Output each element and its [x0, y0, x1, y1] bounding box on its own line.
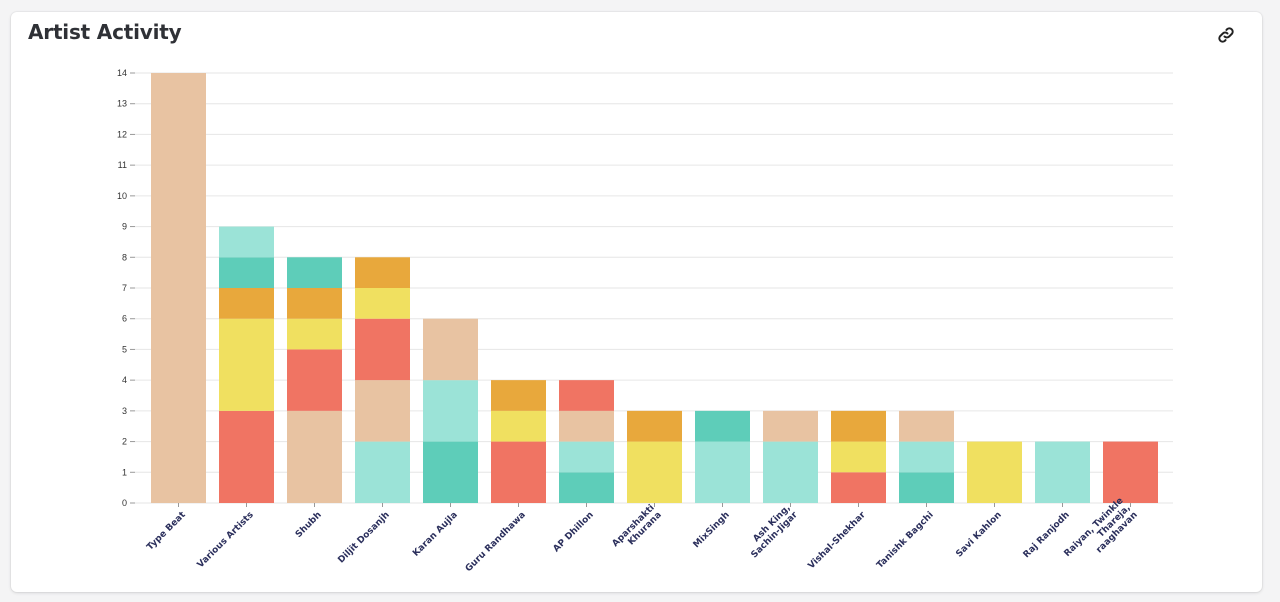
bar-segment[interactable] — [491, 441, 546, 503]
y-tick-label: 10 — [117, 191, 127, 201]
x-tick-label: Guru Randhawa — [464, 510, 528, 574]
x-tick-label-line: Type Beat — [145, 510, 188, 553]
x-tick-label: Karan Aujla — [411, 510, 460, 559]
bar-segment[interactable] — [287, 318, 342, 350]
bar-segment[interactable] — [559, 472, 614, 503]
bar-segment[interactable] — [1103, 441, 1158, 503]
bar-segment[interactable] — [219, 410, 274, 503]
bar-segment[interactable] — [287, 349, 342, 411]
bar-segment[interactable] — [559, 410, 614, 442]
bar-segment[interactable] — [627, 410, 682, 442]
y-tick-label: 12 — [117, 129, 127, 139]
bar-segment[interactable] — [423, 318, 478, 381]
y-tick-label: 7 — [122, 283, 127, 293]
bar-segment[interactable] — [763, 441, 818, 503]
x-tick-label: Shubh — [294, 510, 324, 540]
bar-segment[interactable] — [967, 441, 1022, 503]
x-tick-label-line: Guru Randhawa — [464, 510, 528, 574]
bar-segment[interactable] — [899, 441, 954, 473]
x-tick-label-line: Karan Aujla — [411, 510, 460, 559]
x-tick-label: Type Beat — [145, 510, 188, 553]
y-tick-label: 5 — [122, 344, 127, 354]
bar-segment[interactable] — [287, 410, 342, 503]
y-tick-label: 9 — [122, 222, 127, 232]
bar-segment[interactable] — [491, 380, 546, 411]
x-tick-label-line: MixSingh — [692, 510, 732, 550]
card-title: Artist Activity — [28, 20, 182, 44]
bar-segment[interactable] — [355, 380, 410, 442]
bar-segment[interactable] — [627, 441, 682, 503]
bar-segment[interactable] — [287, 257, 342, 288]
link-icon — [1218, 27, 1234, 43]
bar-segment[interactable] — [219, 257, 274, 288]
bar-segment[interactable] — [763, 410, 818, 442]
y-tick-label: 2 — [122, 437, 127, 447]
bar-segment[interactable] — [287, 288, 342, 319]
bar-segment[interactable] — [423, 380, 478, 442]
y-tick-label: 11 — [118, 160, 127, 170]
x-tick-label: Raiyan, TwinkleThareja,raaghavan — [1063, 496, 1140, 573]
x-tick-label-line: AP Dhillon — [552, 510, 596, 554]
x-tick-label: AparshaktiKhurana — [611, 503, 664, 556]
bar-segment[interactable] — [355, 257, 410, 288]
bar-segment[interactable] — [355, 318, 410, 381]
y-tick-label: 4 — [122, 375, 127, 385]
bar-segment[interactable] — [151, 73, 206, 503]
x-tick-label: AP Dhillon — [552, 510, 596, 554]
bar-segment[interactable] — [491, 410, 546, 442]
bar-segment[interactable] — [831, 410, 886, 442]
bar-segment[interactable] — [899, 472, 954, 503]
x-tick-label-line: Tanishk Bagchi — [875, 510, 936, 571]
y-tick-label: 1 — [122, 467, 127, 477]
x-tick-label: Various Artists — [196, 510, 256, 570]
x-tick-label-line: Diljit Dosanjh — [336, 510, 391, 565]
bar-segment[interactable] — [423, 441, 478, 503]
x-tick-label: Ash King,Sachin-Jigar — [743, 503, 801, 561]
bar-segment[interactable] — [899, 410, 954, 442]
bar-segment[interactable] — [695, 410, 750, 442]
y-tick-label: 3 — [122, 406, 127, 416]
bar-segment[interactable] — [355, 441, 410, 503]
x-tick-label: Diljit Dosanjh — [336, 510, 391, 565]
x-tick-label: Tanishk Bagchi — [875, 510, 936, 571]
x-tick-label-line: Shubh — [294, 510, 324, 540]
y-tick-label: 0 — [122, 498, 127, 508]
y-tick-label: 8 — [122, 252, 127, 262]
bar-segment[interactable] — [219, 226, 274, 258]
bar-segment[interactable] — [1035, 441, 1090, 503]
bar-segment[interactable] — [219, 318, 274, 411]
bar-segment[interactable] — [831, 472, 886, 503]
bar-segment[interactable] — [559, 380, 614, 411]
y-tick-label: 13 — [117, 99, 127, 109]
bar-segment[interactable] — [559, 441, 614, 473]
x-tick-label: MixSingh — [692, 510, 732, 550]
bar-segment[interactable] — [831, 441, 886, 473]
bar-segment[interactable] — [219, 288, 274, 319]
bar-segment[interactable] — [355, 288, 410, 319]
x-tick-label-line: Various Artists — [196, 510, 256, 570]
y-tick-label: 6 — [122, 314, 127, 324]
x-tick-label-line: Savi Kahlon — [954, 510, 1003, 559]
x-tick-label: Savi Kahlon — [954, 510, 1003, 559]
bar-segment[interactable] — [695, 441, 750, 503]
x-tick-label-line: Vishal-Shekhar — [807, 510, 869, 572]
x-tick-label: Vishal-Shekhar — [807, 510, 869, 572]
y-tick-label: 14 — [117, 68, 127, 78]
link-button[interactable] — [1214, 23, 1238, 47]
